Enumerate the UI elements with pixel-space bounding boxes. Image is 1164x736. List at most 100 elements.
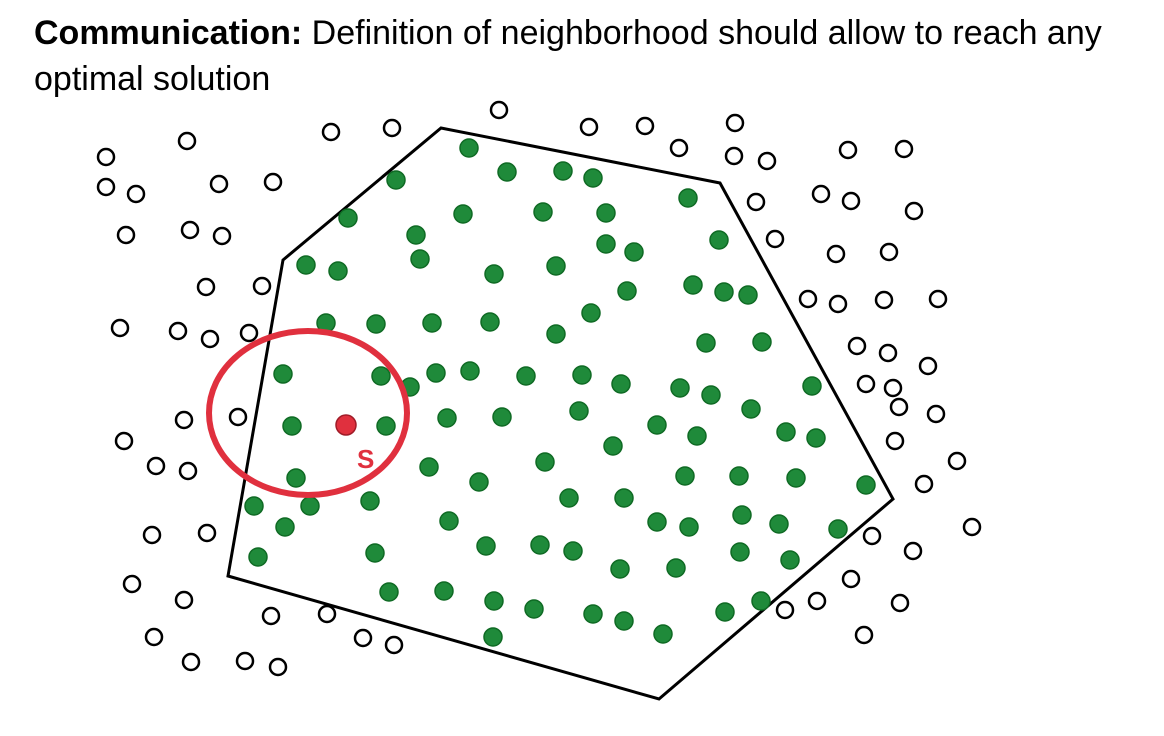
current-solution-label: S [357, 444, 374, 474]
feasible-point [483, 627, 503, 647]
infeasible-point [228, 407, 248, 427]
current-solution-point [335, 414, 357, 436]
infeasible-point [122, 574, 142, 594]
feasible-point [497, 162, 517, 182]
infeasible-point [798, 289, 818, 309]
feasible-point [530, 535, 550, 555]
feasible-point [524, 599, 544, 619]
feasible-point [282, 416, 302, 436]
feasible-point [596, 234, 616, 254]
infeasible-point [317, 604, 337, 624]
feasible-point [614, 488, 634, 508]
infeasible-point [168, 321, 188, 341]
feasible-point [273, 364, 293, 384]
feasible-point [675, 466, 695, 486]
infeasible-point [757, 151, 777, 171]
feasible-point [715, 602, 735, 622]
infeasible-point [838, 140, 858, 160]
infeasible-point [177, 131, 197, 151]
infeasible-point [894, 139, 914, 159]
feasible-point [533, 202, 553, 222]
feasible-point [460, 361, 480, 381]
feasible-point [614, 611, 634, 631]
infeasible-point [116, 225, 136, 245]
feasible-point [802, 376, 822, 396]
feasible-point [484, 264, 504, 284]
feasible-point [583, 168, 603, 188]
infeasible-point [321, 122, 341, 142]
infeasible-point [828, 294, 848, 314]
feasible-point [603, 436, 623, 456]
infeasible-point [914, 474, 934, 494]
infeasible-point [489, 100, 509, 120]
infeasible-point [947, 451, 967, 471]
infeasible-point [775, 600, 795, 620]
infeasible-point [268, 657, 288, 677]
feasible-point [484, 591, 504, 611]
infeasible-point [252, 276, 272, 296]
feasible-point [738, 285, 758, 305]
feasible-point [581, 303, 601, 323]
infeasible-point [856, 374, 876, 394]
infeasible-point [212, 226, 232, 246]
feasible-region-boundary [226, 126, 895, 701]
infeasible-points [96, 100, 982, 677]
feasible-point [751, 591, 771, 611]
feasible-point [459, 138, 479, 158]
feasible-point [687, 426, 707, 446]
feasible-point [653, 624, 673, 644]
feasible-point [296, 255, 316, 275]
feasible-point [596, 203, 616, 223]
feasible-point [732, 505, 752, 525]
feasible-point [422, 313, 442, 333]
feasible-point [670, 378, 690, 398]
feasible-point [434, 581, 454, 601]
infeasible-point [889, 397, 909, 417]
infeasible-point [807, 591, 827, 611]
infeasible-point [146, 456, 166, 476]
feasible-point [563, 541, 583, 561]
infeasible-point [826, 244, 846, 264]
infeasible-point [724, 146, 744, 166]
feasible-point [696, 333, 716, 353]
feasible-point [419, 457, 439, 477]
infeasible-point [854, 625, 874, 645]
feasible-point [678, 188, 698, 208]
feasible-point [647, 512, 667, 532]
infeasible-point [174, 590, 194, 610]
infeasible-point [181, 652, 201, 672]
infeasible-point [200, 329, 220, 349]
infeasible-point [382, 118, 402, 138]
infeasible-point [765, 229, 785, 249]
feasible-point [365, 543, 385, 563]
infeasible-point [579, 117, 599, 137]
infeasible-point [178, 461, 198, 481]
feasible-point [709, 230, 729, 250]
infeasible-point [890, 593, 910, 613]
infeasible-point [96, 177, 116, 197]
feasible-point [683, 275, 703, 295]
infeasible-point [96, 147, 116, 167]
feasible-point [701, 385, 721, 405]
infeasible-point [725, 113, 745, 133]
infeasible-point [885, 431, 905, 451]
infeasible-point [883, 378, 903, 398]
heading-bold: Communication: [34, 14, 303, 52]
infeasible-point [962, 517, 982, 537]
feasible-point [535, 452, 555, 472]
infeasible-point [669, 138, 689, 158]
feasible-point [856, 475, 876, 495]
infeasible-point [918, 356, 938, 376]
feasible-point [569, 401, 589, 421]
feasible-point [546, 256, 566, 276]
feasible-point [583, 604, 603, 624]
feasible-point [516, 366, 536, 386]
infeasible-point [841, 569, 861, 589]
infeasible-point [142, 525, 162, 545]
infeasible-point [635, 116, 655, 136]
feasible-point [714, 282, 734, 302]
heading: Communication: Definition of neighborhoo… [34, 10, 1144, 102]
feasible-point [386, 170, 406, 190]
infeasible-point [904, 201, 924, 221]
feasible-point [371, 366, 391, 386]
